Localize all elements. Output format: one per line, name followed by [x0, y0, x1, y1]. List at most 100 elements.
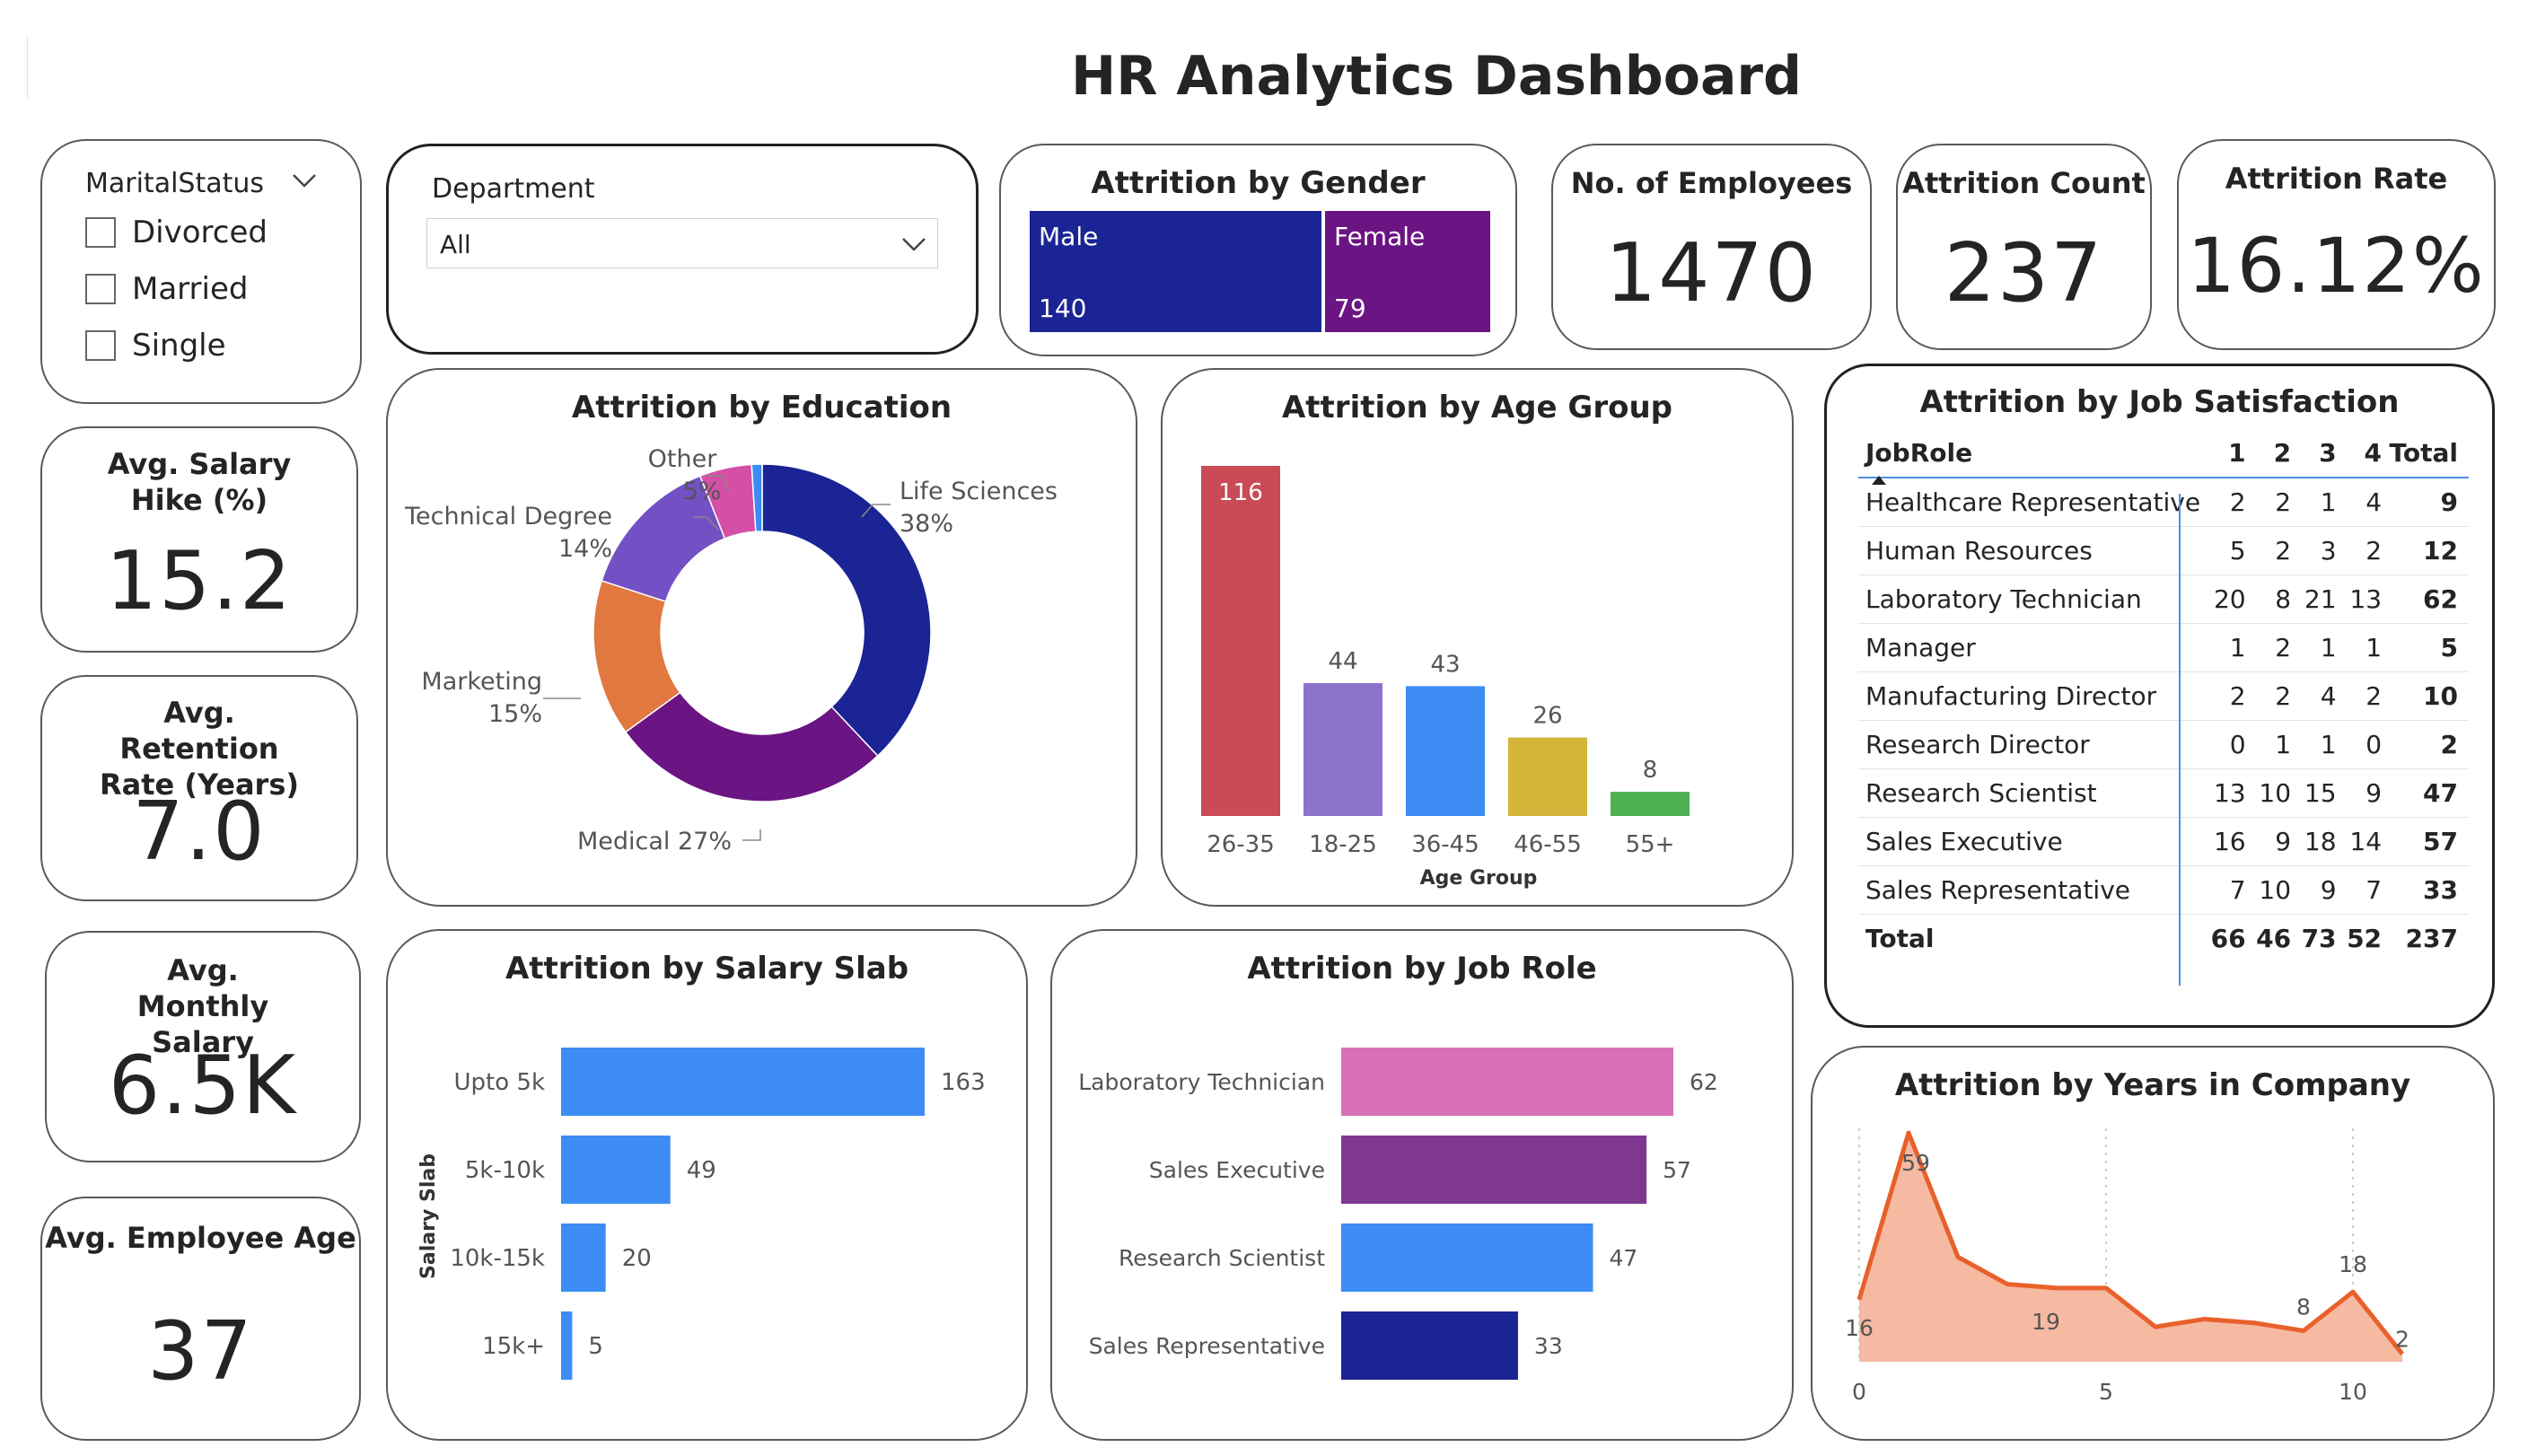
- label-technical-degree: Technical Degree: [404, 503, 612, 531]
- matrix-cell: 10: [2245, 768, 2292, 818]
- kpi-employees-label: No. of Employees: [1570, 166, 1853, 200]
- option-single: Single: [132, 328, 226, 364]
- header-2[interactable]: 2: [2273, 438, 2292, 468]
- data-label-year-11: 2: [2395, 1326, 2410, 1352]
- data-label-15k: 5: [588, 1333, 603, 1360]
- salary-slab-card: Attrition by Salary Slab Upto 5k 163 5k-10…: [386, 929, 1028, 1441]
- female-value: 79: [1334, 294, 1366, 323]
- matrix-total-row: Total 66 46 73 52 237: [1858, 914, 2469, 962]
- kpi-salary-hike-card: Avg. Salary Hike (%) 15.2: [40, 426, 358, 653]
- matrix-row-label: Total: [1865, 923, 1935, 953]
- header-total[interactable]: Total: [2389, 438, 2459, 468]
- kpi-attrition-rate-card: Attrition Rate 16.12%: [2177, 139, 2496, 350]
- tick-label-55: 55+: [1626, 831, 1675, 858]
- label-medical: Medical 27%: [577, 828, 732, 855]
- tick-label-upto-5k: Upto 5k: [454, 1069, 546, 1096]
- matrix-cell: 3: [2291, 526, 2337, 575]
- marital-status-slicer[interactable]: MaritalStatus Divorced Married Single: [40, 139, 362, 404]
- leader-line: [742, 829, 761, 841]
- bar-research-scientist: [1341, 1224, 1593, 1292]
- matrix-row: Manager 1 2 1 1 5: [1858, 623, 2469, 672]
- tick-label-15k: 15k+: [482, 1333, 545, 1360]
- matrix-cell: 20: [2200, 575, 2246, 624]
- matrix-row-label: Human Resources: [1858, 526, 2201, 575]
- data-label-5k-10k: 49: [687, 1157, 716, 1184]
- matrix-cell: 2: [2336, 671, 2383, 721]
- matrix-cell: 52: [2347, 923, 2383, 953]
- matrix-cell: 2: [2336, 526, 2383, 575]
- sort-ascending-icon[interactable]: [1870, 474, 1888, 487]
- data-label-36-45: 43: [1430, 651, 1460, 678]
- bar-sales-executive: [1341, 1136, 1647, 1204]
- kpi-attrition-count-label: Attrition Count: [1902, 166, 2146, 200]
- chevron-down-icon[interactable]: [292, 173, 317, 189]
- matrix-cell: 46: [2256, 923, 2292, 953]
- kpi-monthly-salary-label: Avg. Monthly Salary: [136, 953, 269, 1059]
- kpi-attrition-rate-value: 16.12%: [2187, 222, 2486, 310]
- checkbox-married[interactable]: [85, 274, 116, 304]
- bar-laboratory-technician: [1341, 1048, 1673, 1116]
- matrix-cell: 5: [2382, 623, 2469, 672]
- matrix-cell: 13: [2200, 768, 2246, 818]
- gender-card: Attrition by Gender Male 140 Female 79: [999, 144, 1517, 356]
- option-divorced: Divorced: [132, 215, 268, 250]
- kpi-salary-hike-value: 15.2: [105, 534, 294, 628]
- label-marketing-pct: 15%: [488, 700, 542, 728]
- header-4[interactable]: 4: [2364, 438, 2383, 468]
- matrix-cell: 9: [2245, 817, 2292, 866]
- matrix-row: Sales Executive 16 9 18 14 57: [1858, 817, 2469, 866]
- matrix-row: Sales Representative 7 10 9 7 33: [1858, 865, 2469, 915]
- bar-18-25: [1304, 683, 1382, 816]
- data-label-46-55: 26: [1532, 703, 1562, 730]
- leader-line: [861, 504, 891, 518]
- data-label-upto-5k: 163: [941, 1069, 986, 1096]
- checkbox-single[interactable]: [85, 330, 116, 361]
- matrix-row-label: Research Director: [1858, 720, 2201, 769]
- job-satisfaction-card: Attrition by Job Satisfaction JobRole 1 …: [1824, 364, 2495, 1028]
- job-role-bar-chart: Laboratory Technician 62 Sales Executive 57…: [1078, 1048, 1718, 1380]
- bar-26-35: [1201, 466, 1280, 816]
- tick-label-5: 5: [2099, 1379, 2113, 1405]
- bar-36-45: [1406, 686, 1485, 816]
- kpi-attrition-count-value: 237: [1944, 226, 2104, 320]
- matrix-cell: 9: [2382, 478, 2469, 527]
- matrix-cell: 0: [2336, 720, 2383, 769]
- data-label-26-35: 116: [1218, 479, 1263, 506]
- data-label-10k-15k: 20: [622, 1245, 652, 1272]
- donut-slice-remainder: [750, 463, 763, 533]
- matrix-cell: 237: [2405, 923, 2458, 953]
- header-1[interactable]: 1: [2228, 438, 2246, 468]
- gender-male-tile[interactable]: Male 140: [1030, 211, 1321, 332]
- label-life-sciences: Life Sciences: [900, 478, 1058, 505]
- gender-female-tile[interactable]: Female 79: [1325, 211, 1490, 332]
- data-label-year-10: 18: [2339, 1251, 2367, 1277]
- matrix-cell: 18: [2291, 817, 2337, 866]
- matrix-row: Human Resources 5 2 3 2 12: [1858, 526, 2469, 575]
- data-label-year-4: 19: [2032, 1309, 2060, 1335]
- matrix-cell: 10: [2382, 671, 2469, 721]
- header-3[interactable]: 3: [2319, 438, 2337, 468]
- salary-slab-bar-chart: Upto 5k 163 5k-10k 49 10k-15k 20 15k+ 5 Salary S…: [417, 1048, 986, 1380]
- matrix-cell: 5: [2200, 526, 2246, 575]
- y-axis-title: Salary Slab: [417, 1153, 440, 1279]
- matrix-row-label: Manager: [1858, 623, 2201, 672]
- matrix-row-label: Healthcare Representative: [1858, 478, 2201, 527]
- chevron-down-icon: [902, 238, 926, 251]
- matrix-row-label: Sales Representative: [1858, 865, 2201, 915]
- male-label: Male: [1039, 222, 1099, 251]
- checkbox-divorced[interactable]: [85, 217, 116, 248]
- matrix-cell: 7: [2336, 865, 2383, 915]
- matrix-cell: 2: [2200, 671, 2246, 721]
- bar-upto-5k: [561, 1048, 925, 1116]
- tick-label-26-35: 26-35: [1207, 831, 1275, 858]
- header-jobrole[interactable]: JobRole: [1865, 438, 1973, 468]
- matrix-cell: 10: [2245, 865, 2292, 915]
- data-label-year-9: 8: [2296, 1294, 2311, 1320]
- kpi-retention-label: Avg. Retention Rate (Years): [100, 696, 299, 802]
- department-dropdown[interactable]: All: [426, 218, 938, 268]
- matrix-row: Research Scientist 13 10 15 9 47: [1858, 768, 2469, 818]
- data-label-year-1: 59: [1901, 1150, 1930, 1176]
- matrix-cell: 73: [2301, 923, 2337, 953]
- years-title: Attrition by Years in Company: [1894, 1067, 2411, 1103]
- marital-status-label: MaritalStatus: [85, 168, 265, 199]
